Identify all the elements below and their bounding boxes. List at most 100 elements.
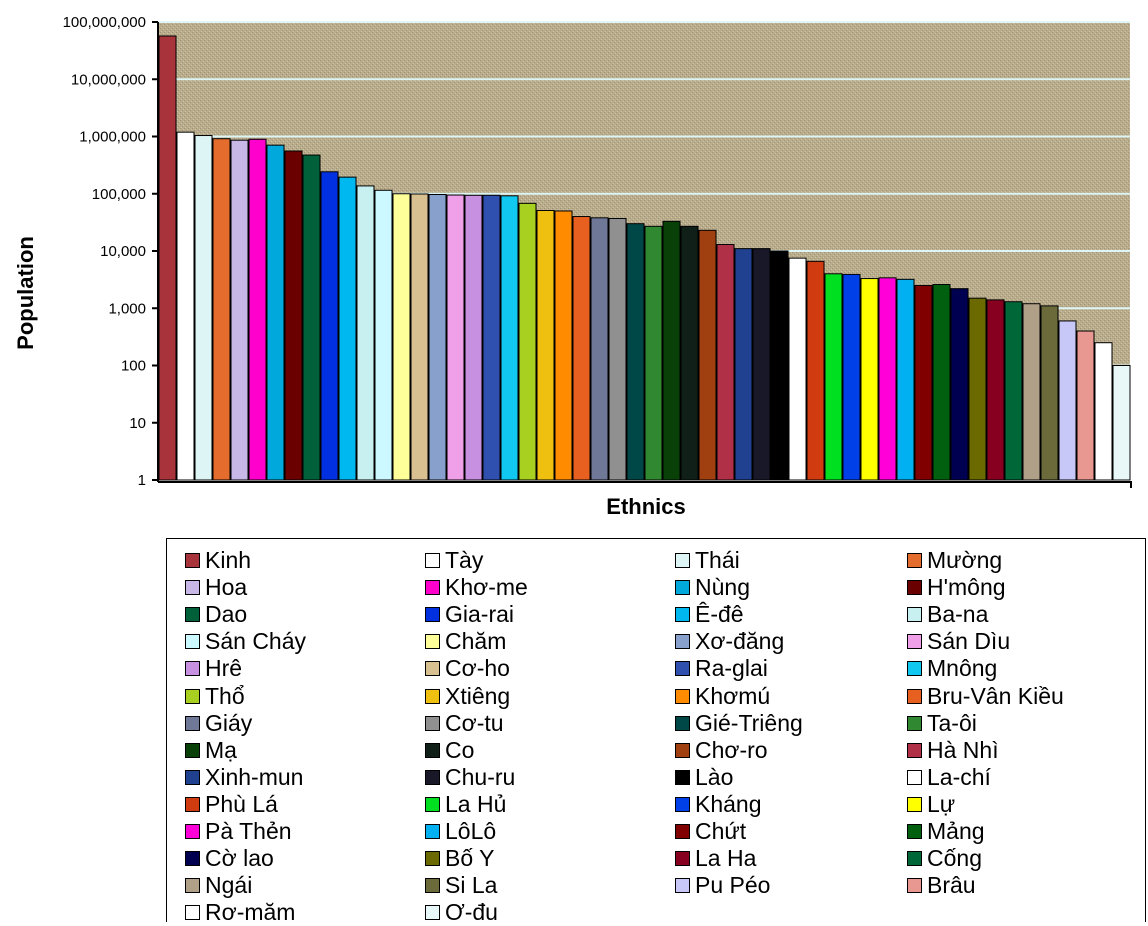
legend-label: Ngái [205, 872, 253, 899]
legend-label: Thổ [205, 682, 245, 709]
legend-swatch [907, 878, 922, 894]
bar [1040, 305, 1059, 481]
bar [770, 250, 789, 481]
bars [158, 35, 1131, 481]
legend-swatch [425, 715, 440, 731]
bar [212, 138, 231, 481]
bar [1058, 320, 1077, 481]
legend-item: Gia-rai [425, 601, 514, 628]
legend-swatch [675, 769, 690, 785]
legend-item: Gié-Triêng [675, 710, 803, 737]
legend-item: Chơ-ro [675, 737, 768, 764]
bar [410, 193, 429, 481]
legend-label: Xinh-mun [205, 763, 304, 790]
legend-label: Pà Thẻn [205, 818, 292, 844]
legend-item: Chu-ru [425, 764, 515, 791]
legend-item: Ba-na [907, 601, 988, 628]
legend-item: Kinh [185, 547, 251, 574]
legend-item: Si La [425, 872, 497, 899]
legend-item: H'mông [907, 574, 1006, 601]
bar [176, 131, 195, 481]
legend-item: Pà Thẻn [185, 818, 292, 845]
bar [266, 144, 285, 481]
legend-swatch [675, 580, 690, 596]
legend-item: Rơ-măm [185, 899, 295, 926]
legend-swatch [907, 580, 922, 596]
bar [986, 299, 1005, 481]
legend-swatch [425, 769, 440, 785]
legend-label: Ê-đê [695, 601, 744, 628]
legend-swatch [675, 688, 690, 704]
bar [320, 171, 339, 481]
legend-label: Sán Dìu [927, 628, 1011, 655]
bar [752, 248, 771, 481]
bar [464, 194, 483, 481]
legend-swatch [185, 580, 200, 596]
legend-item: Xtiêng [425, 683, 510, 710]
legend-swatch [185, 851, 200, 867]
legend-label: Sán Cháy [205, 628, 307, 655]
legend-item: Giáy [185, 710, 252, 737]
legend-swatch [675, 851, 690, 867]
legend-swatch [425, 905, 440, 921]
y-tick-label: 1 [138, 472, 146, 489]
legend-swatch [425, 607, 440, 623]
y-tick-label: 100 [121, 358, 146, 375]
bar [914, 284, 933, 481]
legend-swatch [185, 607, 200, 623]
bar [824, 273, 843, 481]
legend-label: Si La [445, 872, 498, 899]
legend-item: Lào [675, 764, 733, 791]
legend-item: Kháng [675, 791, 762, 818]
legend-item: Hà Nhì [907, 737, 999, 764]
legend-label: Mảng [927, 818, 985, 844]
bar [1112, 365, 1131, 481]
legend-item: Ơ-đu [425, 899, 498, 926]
bar [230, 139, 249, 481]
legend-swatch [185, 905, 200, 921]
legend-label: Thái [695, 547, 740, 573]
legend-label: Chơ-ro [695, 736, 768, 763]
legend-label: Ra-glai [695, 655, 768, 682]
legend-label: Cơ-ho [445, 655, 510, 682]
legend-label: Ta-ôi [927, 709, 977, 736]
bar [392, 193, 411, 481]
legend-item: Ê-đê [675, 601, 744, 628]
legend-label: Rơ-măm [205, 899, 296, 926]
legend-label: Xtiêng [445, 682, 511, 709]
legend-label: LôLô [445, 818, 497, 844]
bar [158, 35, 177, 481]
legend-label: Co [445, 736, 475, 763]
legend-swatch [907, 851, 922, 867]
legend-swatch [185, 553, 200, 568]
legend-item: Mường [907, 547, 1002, 574]
legend-swatch [185, 688, 200, 704]
legend-label: Lự [927, 790, 956, 817]
legend-swatch [907, 769, 922, 785]
legend-swatch [185, 769, 200, 785]
legend-swatch [675, 824, 690, 839]
legend-label: Cờ lao [205, 845, 274, 872]
legend-label: Xơ-đăng [695, 628, 785, 655]
legend-swatch [907, 634, 922, 650]
bar [302, 154, 321, 481]
legend-item: Sán Dìu [907, 628, 1010, 655]
legend-label: Chu-ru [445, 763, 516, 790]
legend-label: Hoa [205, 574, 248, 601]
legend-label: La Hủ [445, 790, 507, 817]
legend-item: Thái [675, 547, 740, 574]
legend-label: Pu Péo [695, 872, 771, 899]
legend-swatch [675, 634, 690, 650]
legend-item: Chứt [675, 818, 746, 845]
legend-label: Tày [445, 547, 484, 573]
legend-label: Khơmú [695, 682, 771, 709]
legend-label: La Ha [695, 845, 757, 872]
legend-swatch [907, 661, 922, 677]
legend-label: Chăm [445, 628, 507, 655]
legend-label: Kinh [205, 547, 252, 573]
legend-swatch [425, 580, 440, 596]
legend-item: Ra-glai [675, 655, 768, 682]
bar [284, 150, 303, 481]
legend-label: La-chí [927, 763, 991, 790]
bar-chart: 1 10 100 1,000 10,000 100,000 1,000,000 10,000,… [13, 14, 1132, 519]
